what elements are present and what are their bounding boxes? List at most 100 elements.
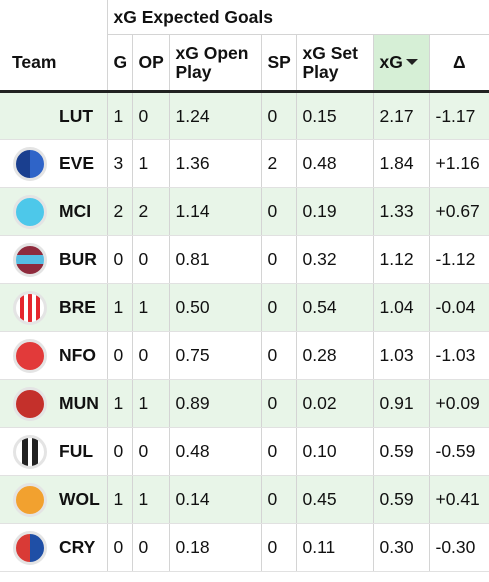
table-row[interactable]: MCI 2 2 1.14 0 0.19 1.33 +0.67 xyxy=(0,187,489,236)
goals-cell: 1 xyxy=(107,283,133,332)
sp-cell: 0 xyxy=(261,475,297,524)
table-row[interactable]: NFO 0 0 0.75 0 0.28 1.03 -1.03 xyxy=(0,331,489,380)
team-abbr[interactable]: WOL xyxy=(59,489,100,509)
team-wrap: LUT xyxy=(0,93,107,139)
delta-cell: +1.16 xyxy=(429,139,489,188)
column-header-xg-open-play[interactable]: xG Open Play xyxy=(169,34,262,93)
sp-cell: 2 xyxy=(261,139,297,188)
xg-set-play-cell: 0.15 xyxy=(296,91,374,140)
xg-cell: 0.59 xyxy=(373,475,430,524)
header-line: xG Open xyxy=(175,42,249,63)
team-abbr[interactable]: CRY xyxy=(59,537,96,557)
op-cell: 1 xyxy=(132,139,170,188)
team-cell: MCI xyxy=(0,187,108,236)
team-badge-icon xyxy=(13,530,47,565)
xg-cell: 0.91 xyxy=(373,379,430,428)
team-badge-icon xyxy=(13,242,47,277)
goals-cell: 0 xyxy=(107,523,133,572)
team-cell: FUL xyxy=(0,427,108,476)
sp-cell: 0 xyxy=(261,91,297,140)
team-cell: EVE xyxy=(0,139,108,188)
goals-cell: 0 xyxy=(107,331,133,380)
sp-cell: 0 xyxy=(261,379,297,428)
xg-cell: 1.84 xyxy=(373,139,430,188)
xg-cell: 1.04 xyxy=(373,283,430,332)
team-cell: CRY xyxy=(0,523,108,572)
op-cell: 0 xyxy=(132,235,170,284)
sp-cell: 0 xyxy=(261,331,297,380)
op-cell: 1 xyxy=(132,283,170,332)
op-cell: 0 xyxy=(132,523,170,572)
xg-set-play-cell: 0.11 xyxy=(296,523,374,572)
sp-cell: 0 xyxy=(261,283,297,332)
xg-set-play-cell: 0.28 xyxy=(296,331,374,380)
team-badge-icon xyxy=(13,338,47,373)
team-abbr[interactable]: LUT xyxy=(59,105,94,126)
sp-cell: 0 xyxy=(261,235,297,284)
team-badge-icon xyxy=(13,386,47,421)
team-abbr[interactable]: EVE xyxy=(59,153,95,173)
xg-open-play-cell: 0.48 xyxy=(169,427,262,476)
xg-open-play-cell: 1.24 xyxy=(169,91,262,140)
group-header-xg: xG Expected Goals xyxy=(106,0,489,35)
column-header-xg[interactable]: xG xyxy=(373,34,430,93)
column-header-delta[interactable]: Δ xyxy=(429,34,489,93)
table-row[interactable]: BUR 0 0 0.81 0 0.32 1.12 -1.12 xyxy=(0,235,489,284)
team-abbr[interactable]: MCI xyxy=(59,201,92,221)
team-badge-icon xyxy=(13,146,47,181)
team-wrap: NFO xyxy=(0,333,107,379)
delta-cell: -0.59 xyxy=(429,427,489,476)
xg-open-play-cell: 0.50 xyxy=(169,283,262,332)
header-line: Play xyxy=(175,61,212,82)
goals-cell: 1 xyxy=(107,379,133,428)
op-cell: 2 xyxy=(132,187,170,236)
team-cell: WOL xyxy=(0,475,108,524)
column-header-sp[interactable]: SP xyxy=(261,34,297,93)
op-cell: 0 xyxy=(132,91,170,140)
team-wrap: CRY xyxy=(0,525,107,571)
table-row[interactable]: CRY 0 0 0.18 0 0.11 0.30 -0.30 xyxy=(0,523,489,572)
sp-cell: 0 xyxy=(261,187,297,236)
xg-cell: 0.30 xyxy=(373,523,430,572)
xg-set-play-cell: 0.02 xyxy=(296,379,374,428)
delta-cell: -1.12 xyxy=(429,235,489,284)
header-line: Play xyxy=(302,61,339,82)
team-abbr[interactable]: BRE xyxy=(59,297,96,317)
header-line: xG Set xyxy=(302,42,358,63)
team-wrap: FUL xyxy=(0,429,107,475)
column-header-team[interactable]: Team xyxy=(0,34,108,93)
team-wrap: BRE xyxy=(0,285,107,331)
team-cell: LUT xyxy=(0,91,108,140)
table-row[interactable]: WOL 1 1 0.14 0 0.45 0.59 +0.41 xyxy=(0,475,489,524)
table-row[interactable]: FUL 0 0 0.48 0 0.10 0.59 -0.59 xyxy=(0,427,489,476)
team-abbr[interactable]: NFO xyxy=(59,345,96,365)
table-row[interactable]: MUN 1 1 0.89 0 0.02 0.91 +0.09 xyxy=(0,379,489,428)
table-row[interactable]: EVE 3 1 1.36 2 0.48 1.84 +1.16 xyxy=(0,139,489,188)
xg-cell: 1.12 xyxy=(373,235,430,284)
goals-cell: 1 xyxy=(107,475,133,524)
op-cell: 0 xyxy=(132,427,170,476)
delta-cell: +0.41 xyxy=(429,475,489,524)
header-label: xG xyxy=(379,52,403,72)
xg-cell: 2.17 xyxy=(373,91,430,140)
team-cell: BRE xyxy=(0,283,108,332)
delta-cell: -0.30 xyxy=(429,523,489,572)
team-cell: MUN xyxy=(0,379,108,428)
team-wrap: WOL xyxy=(0,477,107,523)
xg-open-play-cell: 0.81 xyxy=(169,235,262,284)
team-abbr[interactable]: FUL xyxy=(59,441,94,461)
team-cell: BUR xyxy=(0,235,108,284)
xg-cell: 1.33 xyxy=(373,187,430,236)
team-abbr[interactable]: BUR xyxy=(59,249,97,269)
column-header-g[interactable]: G xyxy=(107,34,133,93)
team-wrap: BUR xyxy=(0,237,107,283)
column-header-xg-set-play[interactable]: xG Set Play xyxy=(296,34,374,93)
table-row[interactable]: LUT 1 0 1.24 0 0.15 2.17 -1.17 xyxy=(0,91,489,140)
goals-cell: 2 xyxy=(107,187,133,236)
column-header-op[interactable]: OP xyxy=(132,34,170,93)
team-abbr[interactable]: MUN xyxy=(59,393,99,413)
group-header-row: xG Expected Goals xyxy=(0,0,489,35)
goals-cell: 0 xyxy=(107,235,133,284)
table-row[interactable]: BRE 1 1 0.50 0 0.54 1.04 -0.04 xyxy=(0,283,489,332)
